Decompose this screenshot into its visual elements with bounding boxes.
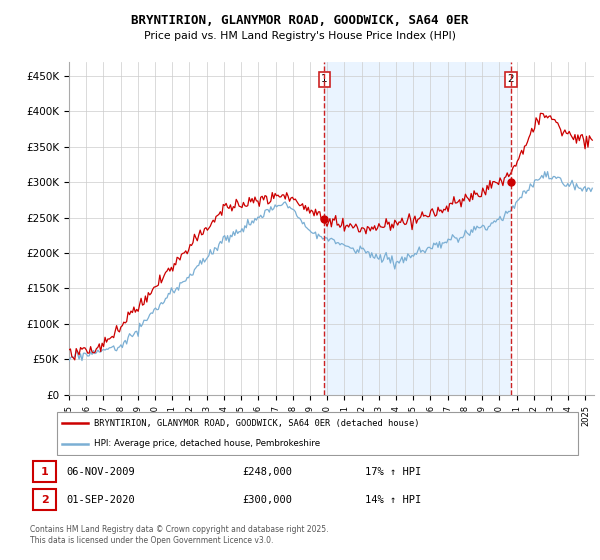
Text: £248,000: £248,000 [242, 466, 292, 477]
FancyBboxPatch shape [56, 412, 578, 455]
Text: HPI: Average price, detached house, Pembrokeshire: HPI: Average price, detached house, Pemb… [94, 439, 320, 448]
Text: 14% ↑ HPI: 14% ↑ HPI [365, 494, 421, 505]
Text: Contains HM Land Registry data © Crown copyright and database right 2025.
This d: Contains HM Land Registry data © Crown c… [30, 525, 329, 545]
Text: 2: 2 [41, 494, 49, 505]
Bar [325, 62, 511, 395]
Text: 17% ↑ HPI: 17% ↑ HPI [365, 466, 421, 477]
Text: 1: 1 [321, 74, 328, 85]
Text: BRYNTIRION, GLANYMOR ROAD, GOODWICK, SA64 0ER: BRYNTIRION, GLANYMOR ROAD, GOODWICK, SA6… [131, 14, 469, 27]
Text: 2: 2 [508, 74, 514, 85]
FancyBboxPatch shape [33, 489, 56, 510]
Text: 06-NOV-2009: 06-NOV-2009 [66, 466, 135, 477]
Text: 1: 1 [41, 466, 49, 477]
Text: 01-SEP-2020: 01-SEP-2020 [66, 494, 135, 505]
FancyBboxPatch shape [33, 461, 56, 482]
Text: BRYNTIRION, GLANYMOR ROAD, GOODWICK, SA64 0ER (detached house): BRYNTIRION, GLANYMOR ROAD, GOODWICK, SA6… [94, 419, 419, 428]
Text: £300,000: £300,000 [242, 494, 292, 505]
Text: Price paid vs. HM Land Registry's House Price Index (HPI): Price paid vs. HM Land Registry's House … [144, 31, 456, 41]
